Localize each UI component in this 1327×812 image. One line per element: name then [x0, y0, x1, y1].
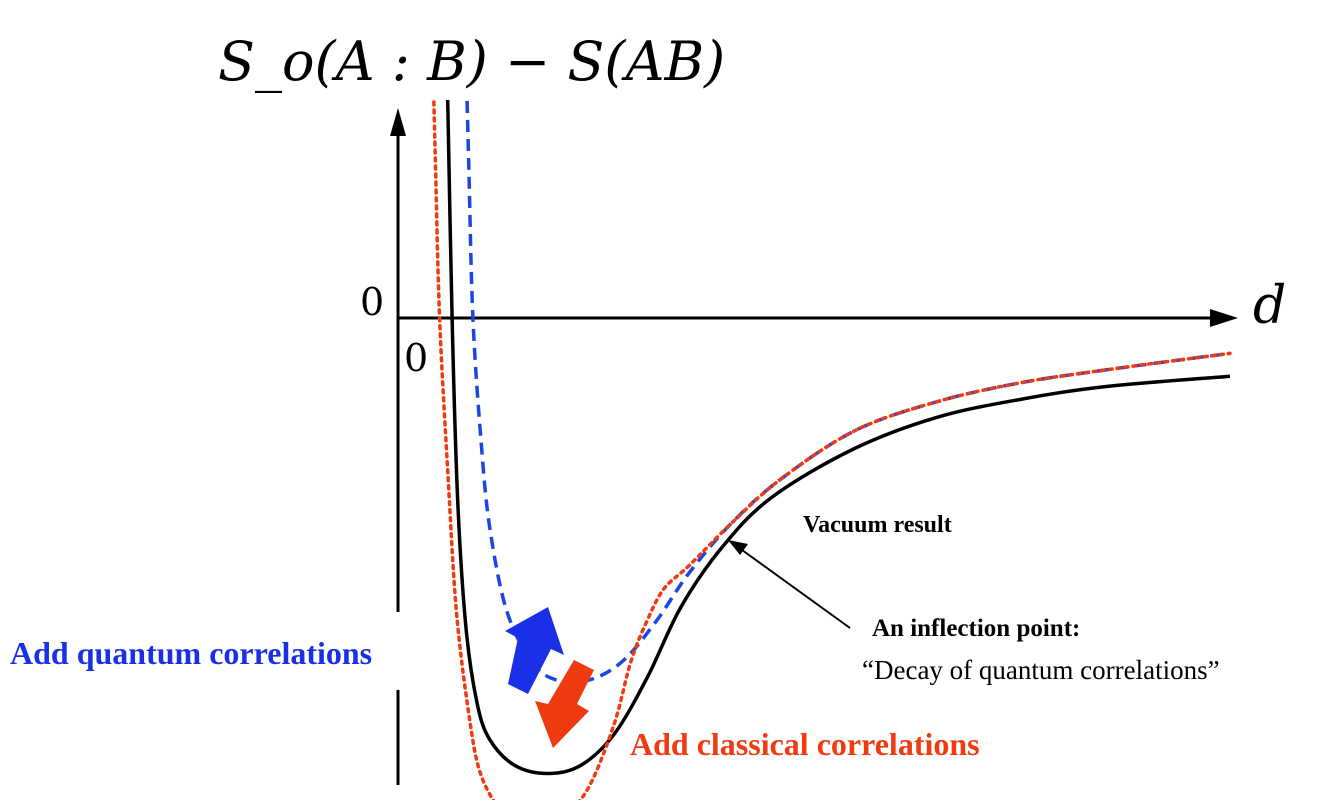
- y-axis-arrowhead: [390, 108, 406, 136]
- inflection-point-subtitle: “Decay of quantum correlations”: [862, 655, 1220, 685]
- vacuum-result-label: Vacuum result: [803, 512, 952, 538]
- inflection-pointer-line: [741, 549, 851, 629]
- vacuum-curve: [445, 100, 1231, 776]
- x-tick-label: 0: [404, 336, 429, 380]
- quantum-correlations-label: Add quantum correlations: [10, 635, 373, 671]
- inflection-pointer-head: [728, 540, 748, 555]
- inflection-point-title: An inflection point:: [872, 615, 1081, 642]
- classical-correlations-label: Add classical correlations: [630, 726, 980, 762]
- x-axis-label: d: [1253, 276, 1287, 336]
- x-axis-arrowhead: [1210, 309, 1238, 327]
- axis-label-gap: [390, 612, 406, 690]
- classical-curve: [432, 100, 1232, 800]
- classical-arrow-icon: [535, 660, 594, 748]
- series-layer: [432, 100, 1232, 800]
- y-axis-label: S_o(A : B) − S(AB): [218, 30, 726, 93]
- quantum-curve: [465, 100, 1231, 684]
- y-tick-label: 0: [360, 280, 385, 324]
- quantum-arrow-icon: [505, 607, 564, 694]
